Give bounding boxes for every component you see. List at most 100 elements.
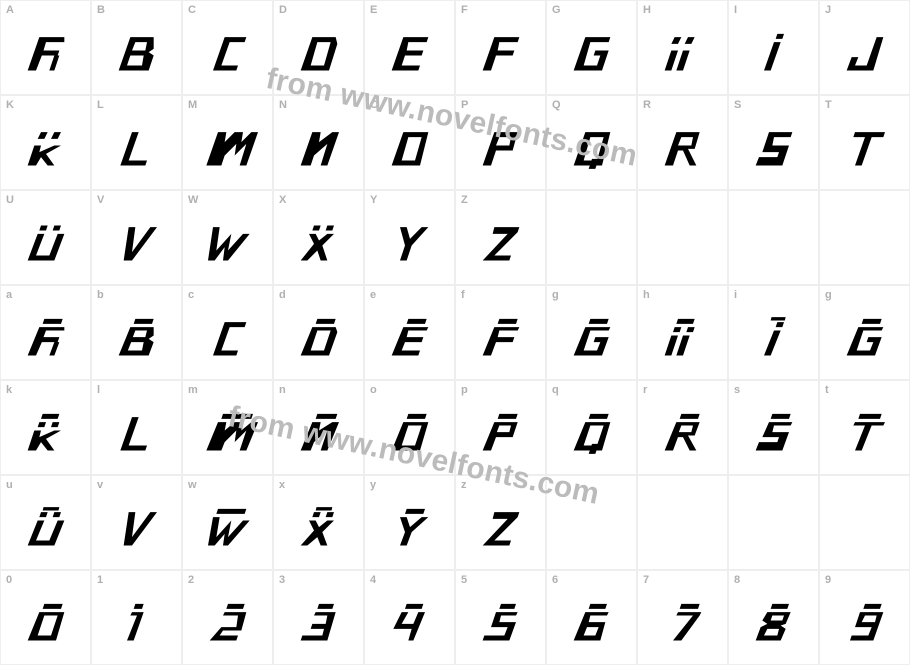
glyph-cell[interactable]: g [546, 285, 637, 380]
glyph-cell[interactable]: x [273, 475, 364, 570]
cell-glyph [183, 219, 272, 272]
glyph-cell[interactable]: 2 [182, 570, 273, 665]
glyph-cell[interactable]: Y [364, 190, 455, 285]
glyph-cell[interactable]: r [637, 380, 728, 475]
glyph-cell[interactable]: L [91, 95, 182, 190]
glyph-cell[interactable]: e [364, 285, 455, 380]
glyph-cell[interactable]: v [91, 475, 182, 570]
cell-label: o [370, 384, 377, 396]
cell-glyph [820, 409, 909, 462]
cell-label: d [279, 289, 286, 301]
glyph-cell[interactable]: u [0, 475, 91, 570]
cell-label: E [370, 4, 377, 16]
glyph-cell[interactable]: K [0, 95, 91, 190]
glyph-cell[interactable]: M [182, 95, 273, 190]
cell-glyph [92, 599, 181, 652]
glyph-cell[interactable]: m [182, 380, 273, 475]
cell-glyph [820, 124, 909, 177]
glyph-cell[interactable]: F [455, 0, 546, 95]
glyph-cell[interactable]: N [273, 95, 364, 190]
glyph-cell[interactable]: J [819, 0, 910, 95]
glyph-cell[interactable]: D [273, 0, 364, 95]
glyph-cell[interactable]: y [364, 475, 455, 570]
glyph-cell[interactable]: d [273, 285, 364, 380]
cell-label: V [97, 194, 104, 206]
cell-label: h [643, 289, 650, 301]
glyph-cell[interactable]: c [182, 285, 273, 380]
glyph-cell[interactable]: 7 [637, 570, 728, 665]
glyph-cell[interactable]: t [819, 380, 910, 475]
cell-glyph [729, 599, 818, 652]
glyph-cell[interactable]: C [182, 0, 273, 95]
glyph-cell[interactable]: Z [455, 190, 546, 285]
glyph-cell[interactable]: 9 [819, 570, 910, 665]
glyph-cell[interactable]: Q [546, 95, 637, 190]
glyph-cell[interactable]: A [0, 0, 91, 95]
grid-row: u vwxy z [0, 475, 911, 570]
glyph-cell[interactable]: E [364, 0, 455, 95]
glyph-cell[interactable]: 3 [273, 570, 364, 665]
cell-glyph [1, 599, 90, 652]
cell-glyph [638, 124, 727, 177]
glyph-cell[interactable]: q [546, 380, 637, 475]
glyph-cell[interactable]: O [364, 95, 455, 190]
glyph-cell[interactable]: b [91, 285, 182, 380]
glyph-cell[interactable]: 0 [0, 570, 91, 665]
glyph-cell[interactable]: P [455, 95, 546, 190]
cell-label: e [370, 289, 376, 301]
cell-label: N [279, 99, 287, 111]
cell-glyph [547, 124, 636, 177]
cell-glyph [729, 314, 818, 367]
glyph-cell[interactable]: W [182, 190, 273, 285]
cell-label: 3 [279, 574, 285, 586]
cell-label: R [643, 99, 651, 111]
glyph-cell[interactable]: X [273, 190, 364, 285]
glyph-cell[interactable]: R [637, 95, 728, 190]
cell-glyph [547, 314, 636, 367]
glyph-cell[interactable]: s [728, 380, 819, 475]
cell-label: 8 [734, 574, 740, 586]
glyph-cell[interactable]: G [546, 0, 637, 95]
glyph-cell[interactable]: n [273, 380, 364, 475]
cell-label: u [6, 479, 13, 491]
cell-label: L [97, 99, 104, 111]
cell-label: 0 [6, 574, 12, 586]
cell-glyph [274, 29, 363, 82]
cell-label: Y [370, 194, 377, 206]
glyph-cell[interactable]: i [728, 285, 819, 380]
glyph-cell[interactable]: 6 [546, 570, 637, 665]
glyph-cell[interactable]: 5 [455, 570, 546, 665]
cell-label: I [734, 4, 737, 16]
glyph-cell[interactable]: S [728, 95, 819, 190]
glyph-cell[interactable]: z [455, 475, 546, 570]
cell-label: y [370, 479, 376, 491]
glyph-cell[interactable]: w [182, 475, 273, 570]
cell-label: l [97, 384, 100, 396]
cell-label: S [734, 99, 741, 111]
cell-label: K [6, 99, 14, 111]
glyph-cell[interactable]: l [91, 380, 182, 475]
cell-glyph [274, 599, 363, 652]
glyph-cell[interactable]: g [819, 285, 910, 380]
grid-row: K L MN OPQR S T [0, 95, 911, 190]
cell-glyph [183, 504, 272, 557]
glyph-cell[interactable]: 8 [728, 570, 819, 665]
glyph-cell[interactable]: f [455, 285, 546, 380]
glyph-cell[interactable]: H [637, 0, 728, 95]
glyph-cell[interactable]: 1 [91, 570, 182, 665]
glyph-cell[interactable]: o [364, 380, 455, 475]
cell-glyph [365, 124, 454, 177]
glyph-cell[interactable]: 4 [364, 570, 455, 665]
glyph-cell[interactable]: h [637, 285, 728, 380]
glyph-cell[interactable]: B [91, 0, 182, 95]
glyph-cell[interactable]: U [0, 190, 91, 285]
cell-glyph [365, 599, 454, 652]
glyph-cell[interactable]: V [91, 190, 182, 285]
glyph-cell[interactable]: a [0, 285, 91, 380]
empty-cell [819, 190, 910, 285]
glyph-cell[interactable]: k [0, 380, 91, 475]
empty-cell [546, 475, 637, 570]
glyph-cell[interactable]: p [455, 380, 546, 475]
glyph-cell[interactable]: T [819, 95, 910, 190]
glyph-cell[interactable]: I [728, 0, 819, 95]
